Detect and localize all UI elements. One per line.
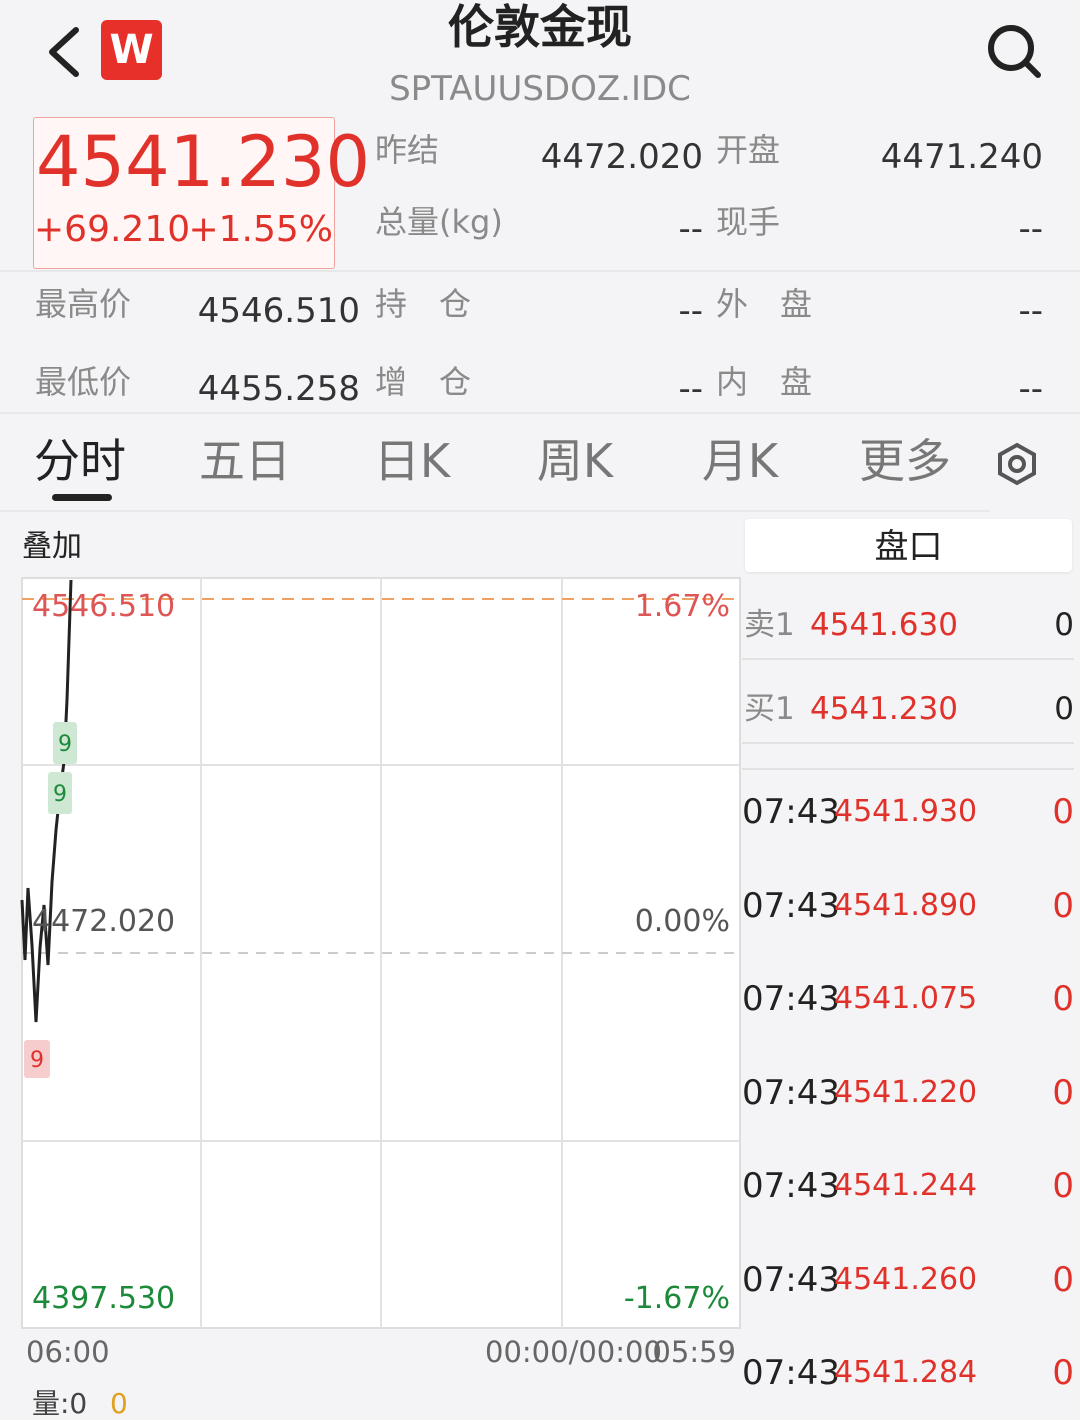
- trade-volume: 0: [1052, 1072, 1074, 1113]
- marker-box: [53, 722, 77, 764]
- tab[interactable]: 日K: [373, 434, 451, 488]
- stat-value: 4546.510: [197, 291, 360, 331]
- trade-volume: 0: [1052, 1259, 1074, 1300]
- stat-value: --: [1018, 209, 1043, 249]
- tab[interactable]: 月K: [701, 434, 779, 488]
- trade-price: 4541.220: [834, 1074, 978, 1110]
- marker: 9: [53, 782, 67, 807]
- stat-value: 4455.258: [197, 369, 360, 409]
- stat-label: 昨结: [375, 131, 440, 169]
- marker: 9: [58, 732, 72, 757]
- divider: [742, 658, 1074, 660]
- level-volume: 0: [1054, 691, 1074, 727]
- trade-volume: 0: [1052, 979, 1074, 1019]
- x-cursor: 00:00/00:00: [485, 1335, 662, 1369]
- stat-label: 增 仓: [375, 363, 472, 401]
- subtitle: SPTAUUSDOZ.IDC: [389, 69, 691, 109]
- mid-pct: 0.00%: [634, 904, 730, 939]
- stat-label: 外 盘: [716, 285, 813, 323]
- trade-volume: 0: [1052, 1353, 1074, 1393]
- search-button[interactable]: [982, 20, 1046, 84]
- low-pct: -1.67%: [623, 1281, 730, 1316]
- stat-value: --: [1018, 369, 1043, 409]
- trade-time: 07:43: [742, 1353, 840, 1393]
- change-pct: +1.55%: [188, 209, 333, 250]
- stat-label: 最高价: [35, 285, 132, 323]
- tab[interactable]: 周K: [536, 434, 614, 488]
- tab[interactable]: 分时: [34, 434, 126, 488]
- settings-button[interactable]: [995, 442, 1039, 486]
- stat-label: 开盘: [716, 131, 781, 169]
- logo: W: [101, 20, 162, 80]
- divider: [0, 510, 990, 512]
- trade-time: 07:43: [742, 979, 840, 1019]
- marker: 9: [30, 1048, 44, 1073]
- quote-box: [33, 117, 335, 269]
- trade-time: 07:43: [742, 1072, 840, 1113]
- mid-label: 4472.020: [32, 904, 176, 939]
- trade-time: 07:43: [742, 1166, 840, 1206]
- overlay-button[interactable]: 叠加: [22, 529, 82, 564]
- trade-price: 4541.930: [834, 794, 978, 829]
- stat-value: --: [678, 291, 703, 331]
- intraday-chart: [20, 577, 741, 1329]
- level-price: 4541.230: [810, 691, 958, 727]
- divider: [742, 768, 1074, 770]
- tab[interactable]: 五日: [199, 434, 291, 488]
- stat-label: 内 盘: [716, 363, 813, 401]
- low-label: 4397.530: [32, 1281, 176, 1316]
- stat-value: --: [678, 209, 703, 249]
- trade-time: 07:43: [742, 792, 840, 832]
- tab[interactable]: 更多: [859, 434, 951, 488]
- level-label: 买1: [744, 691, 795, 727]
- high-pct: 1.67%: [634, 589, 730, 624]
- stat-label: 最低价: [35, 363, 132, 401]
- stat-label: 总量(kg): [375, 203, 503, 241]
- trade-volume: 0: [1052, 1166, 1074, 1206]
- trade-price: 4541.284: [834, 1355, 978, 1390]
- marker-box: [24, 1040, 50, 1078]
- volume-label: 量:0: [32, 1387, 88, 1420]
- stat-label: 现手: [716, 203, 781, 241]
- trade-volume: 0: [1052, 792, 1074, 832]
- stat-value: --: [678, 369, 703, 409]
- high-label: 4546.510: [32, 589, 176, 624]
- divider: [742, 742, 1074, 744]
- x-end: 05:59: [652, 1335, 736, 1369]
- trade-price: 4541.244: [834, 1168, 978, 1203]
- divider: [0, 412, 1080, 414]
- title: 伦敦金现: [448, 0, 632, 54]
- level-price: 4541.630: [810, 607, 958, 643]
- trade-time: 07:43: [742, 1259, 840, 1300]
- back-button[interactable]: [40, 22, 90, 82]
- divider: [0, 270, 1080, 272]
- price: 4541.230: [36, 121, 371, 203]
- grid: [22, 578, 740, 1328]
- trade-time: 07:43: [742, 885, 840, 926]
- order-book-tab[interactable]: 盘口: [745, 519, 1072, 572]
- level-volume: 0: [1054, 607, 1074, 643]
- stat-value: 4472.020: [540, 137, 703, 177]
- stat-value: 4471.240: [880, 137, 1043, 177]
- trade-price: 4541.890: [834, 887, 978, 923]
- trade-volume: 0: [1052, 885, 1074, 926]
- stat-label: 持 仓: [375, 285, 472, 323]
- volume-value: 0: [110, 1387, 128, 1420]
- stat-value: --: [1018, 291, 1043, 331]
- x-start: 06:00: [26, 1335, 110, 1369]
- trade-price: 4541.260: [834, 1261, 978, 1297]
- marker-box: [48, 772, 72, 814]
- level-label: 卖1: [744, 607, 795, 643]
- price-line: [20, 579, 73, 1023]
- tab-indicator: [52, 494, 112, 501]
- change: +69.210: [34, 209, 191, 250]
- trade-price: 4541.075: [834, 981, 978, 1016]
